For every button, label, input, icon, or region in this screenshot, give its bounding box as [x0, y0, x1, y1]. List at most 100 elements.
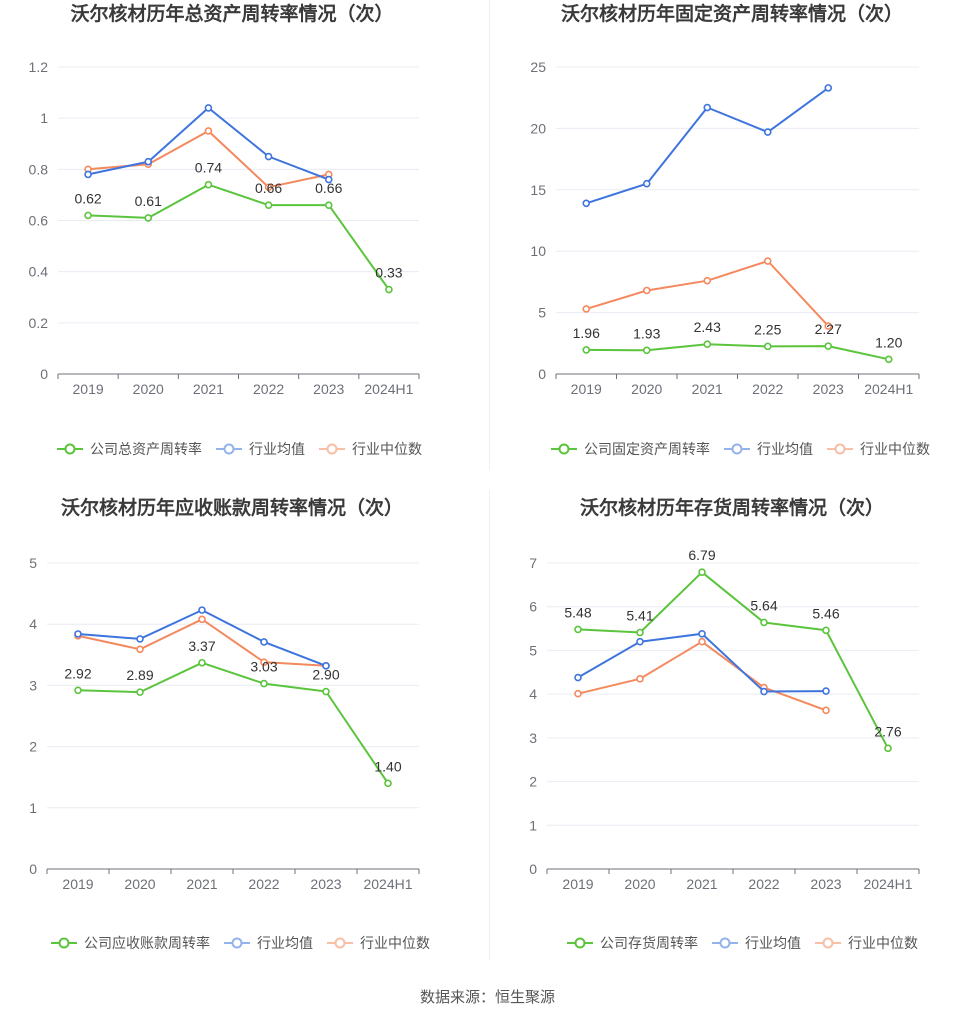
data-point-industry-mean: [264, 152, 273, 161]
data-point-industry-mean: [763, 128, 772, 136]
legend-item-industry-median: 行业中位数: [319, 439, 422, 459]
legend-item-industry-mean: 行业均值: [712, 933, 801, 953]
chart-title-total-asset-turnover: 沃尔核材历年总资产周转率情况（次）: [70, 4, 394, 25]
data-point-industry-median: [260, 658, 268, 666]
data-point-industry-mean: [324, 175, 333, 184]
y-tick-label: 2: [529, 774, 537, 790]
x-tick-label: 2022: [752, 381, 783, 397]
y-tick-label: 0: [29, 861, 37, 877]
y-tick-label: 6: [529, 599, 537, 615]
x-tick-label: 2019: [73, 381, 104, 397]
data-point-industry-median: [264, 183, 273, 192]
chart-title-fixed-asset-turnover: 沃尔核材历年固定资产周转率情况（次）: [560, 4, 903, 25]
y-tick-label: 1: [29, 800, 37, 816]
x-tick-label: 2020: [133, 381, 164, 397]
x-tick-label: 2020: [631, 381, 662, 397]
legend-line-marker-icon: [57, 443, 83, 455]
data-point-company: [260, 679, 268, 688]
data-label-company: 1.40: [374, 758, 401, 774]
legend-item-company: 公司应收账款周转率: [51, 933, 210, 953]
legend-marker: [719, 937, 731, 949]
legend-item-industry-mean: 行业均值: [216, 439, 305, 459]
data-point-company: [84, 211, 92, 220]
legend-marker: [326, 443, 338, 455]
y-tick-label: 3: [29, 677, 37, 693]
data-point-company: [884, 355, 893, 364]
data-label-company: 3.37: [188, 638, 215, 654]
x-tick-label: 2021: [186, 876, 217, 892]
data-label-company: 5.64: [750, 597, 777, 613]
y-tick-label: 3: [529, 730, 537, 746]
y-tick-label: 25: [530, 59, 546, 75]
legend-label: 行业均值: [745, 935, 801, 951]
legend-line-marker-icon: [567, 937, 593, 949]
data-label-company: 5.46: [812, 605, 839, 621]
data-point-company: [204, 180, 213, 189]
data-point-company: [322, 687, 330, 696]
y-tick-label: 1: [529, 817, 537, 833]
data-point-industry-median: [636, 675, 644, 683]
y-tick-label: 0.4: [29, 264, 49, 280]
data-point-industry-mean: [322, 662, 330, 670]
data-point-industry-mean: [574, 673, 582, 682]
data-point-industry-median: [698, 637, 706, 646]
legend-line-marker-icon: [224, 937, 250, 949]
series-line-company: [77, 661, 389, 784]
x-tick-label: 2022: [253, 381, 284, 397]
data-point-industry-mean: [642, 179, 651, 188]
legend-line-marker-icon: [815, 937, 841, 949]
y-tick-label: 1: [40, 110, 48, 126]
data-point-company: [884, 744, 892, 753]
chart-title-receivables-turnover: 沃尔核材历年应收账款周转率情况（次）: [60, 498, 403, 519]
series-line-industry-median: [577, 640, 827, 712]
y-tick-label: 0: [40, 366, 48, 382]
x-tick-label: 2020: [624, 876, 655, 892]
data-point-industry-mean: [204, 104, 213, 112]
data-label-company: 5.48: [564, 604, 591, 620]
data-label-company: 2.43: [694, 319, 721, 335]
data-point-industry-mean: [760, 687, 768, 696]
data-label-company: 2.92: [64, 665, 91, 681]
legend-label: 公司固定资产周转率: [584, 441, 710, 457]
legend-line-marker-icon: [827, 443, 853, 455]
x-tick-label: 2024H1: [864, 381, 913, 397]
legend-item-company: 公司固定资产周转率: [551, 439, 710, 459]
x-tick-label: 2019: [562, 876, 593, 892]
data-point-company: [760, 618, 768, 627]
data-point-industry-mean: [84, 170, 92, 179]
y-tick-label: 4: [529, 686, 537, 702]
x-tick-label: 2021: [193, 381, 224, 397]
legend-receivables-turnover: 公司应收账款周转率 行业均值 行业中位数: [51, 934, 430, 952]
data-point-industry-mean: [698, 630, 706, 638]
data-point-industry-median: [574, 689, 582, 698]
chart-plot-4: 0 1 2 3 4 5 6 7 2019 2020 2021 2022 2023 2024H1 5.48 5.…: [529, 547, 920, 892]
data-point-industry-median: [763, 257, 772, 265]
legend-marker: [64, 443, 76, 455]
data-point-industry-median: [136, 645, 144, 654]
legend-label: 行业中位数: [352, 441, 422, 457]
legend-marker: [231, 937, 243, 949]
series-line-company: [88, 183, 390, 291]
data-point-company: [703, 340, 712, 348]
data-label-company: 5.41: [626, 608, 653, 624]
data-point-industry-mean: [136, 635, 144, 643]
chart-plot-2: 0 5 10 15 20 25 2019 2020 2021 2022 2023 2024H1 1.96…: [530, 59, 920, 397]
y-tick-label: 2: [29, 739, 37, 755]
data-point-company: [264, 201, 273, 209]
data-point-company: [824, 342, 833, 350]
data-label-company: 0.62: [74, 190, 101, 206]
legend-label: 行业中位数: [360, 935, 430, 951]
data-point-company: [642, 346, 651, 355]
legend-item-industry-mean: 行业均值: [724, 439, 813, 459]
legend-line-marker-icon: [216, 443, 242, 455]
x-tick-label: 2020: [124, 876, 155, 892]
legend-label: 公司总资产周转率: [90, 441, 202, 457]
data-point-industry-mean: [703, 103, 712, 112]
x-tick-label: 2024H1: [364, 381, 413, 397]
data-point-company: [636, 628, 644, 637]
legend-label: 行业中位数: [848, 935, 918, 951]
data-point-company: [574, 625, 582, 634]
legend-item-company: 公司总资产周转率: [57, 439, 202, 459]
chart-plot-3: 0 1 2 3 4 5 2019 2020 2021 2022 2023 2024H1 2.92 2.89…: [29, 555, 420, 892]
legend-line-marker-icon: [51, 937, 77, 949]
